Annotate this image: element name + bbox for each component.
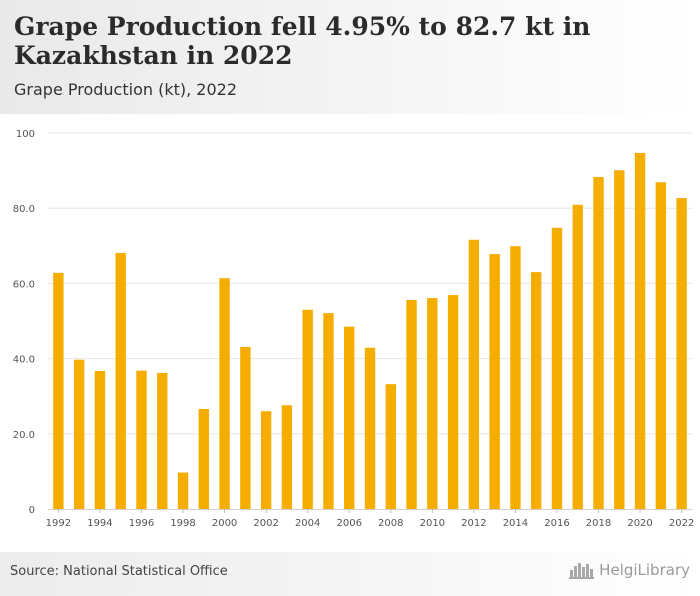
bar-1992[interactable]: [53, 272, 64, 509]
bar-2001[interactable]: [240, 346, 251, 509]
bar-2002[interactable]: [260, 411, 272, 509]
bar-2013[interactable]: [489, 254, 500, 509]
bar-2014[interactable]: [510, 246, 521, 509]
x-tick-label: 1994: [87, 518, 112, 529]
chart-area: 0 20.0 40.0 60.0 80.0 100 1992 1994 1996 1998 200…: [0, 114, 700, 544]
bar-2003[interactable]: [281, 405, 293, 509]
bar-2007[interactable]: [364, 347, 376, 509]
x-tick-label: 2010: [420, 518, 445, 529]
y-tick-label: 60.0: [13, 279, 35, 290]
bar-2022[interactable]: [676, 198, 687, 509]
bar-2000[interactable]: [219, 278, 230, 509]
bar-2005[interactable]: [323, 313, 334, 509]
y-tick-label: 100: [16, 129, 35, 140]
x-tick-label: 1998: [170, 518, 195, 529]
x-tick-label: 1996: [129, 518, 154, 529]
y-axis-ticks: 0 20.0 40.0 60.0 80.0 100: [13, 129, 35, 516]
bar-2020[interactable]: [634, 152, 646, 509]
bar-2019[interactable]: [614, 170, 625, 509]
bar-2012[interactable]: [468, 239, 480, 509]
brand-logo[interactable]: HelgiLibrary: [569, 561, 690, 579]
x-tick-label: 2018: [586, 518, 611, 529]
bar-1993[interactable]: [73, 359, 85, 509]
bar-1997[interactable]: [157, 372, 168, 509]
y-tick-label: 20.0: [13, 430, 35, 441]
bar-2016[interactable]: [551, 227, 563, 509]
x-tick-label: 2012: [461, 518, 486, 529]
x-axis-ticks: 1992 1994 1996 1998 2000 2002 2004 2006 2008 2010…: [46, 509, 694, 529]
x-tick-label: 1992: [46, 518, 71, 529]
x-tick-label: 2006: [336, 518, 361, 529]
x-tick-label: 2008: [378, 518, 403, 529]
grid-lines: [48, 132, 692, 510]
bars: [53, 152, 687, 510]
bar-1995[interactable]: [115, 252, 126, 509]
footer: Source: National Statistical Office Helg…: [0, 552, 700, 596]
bar-2021[interactable]: [655, 182, 667, 510]
bar-2017[interactable]: [572, 204, 583, 509]
x-tick-label: 2004: [295, 518, 320, 529]
bar-2004[interactable]: [302, 309, 313, 509]
y-tick-label: 80.0: [13, 204, 35, 215]
header: Grape Production fell 4.95% to 82.7 kt i…: [0, 0, 700, 114]
bar-2011[interactable]: [447, 295, 459, 509]
bar-2015[interactable]: [531, 272, 542, 509]
page-title: Grape Production fell 4.95% to 82.7 kt i…: [14, 12, 591, 70]
bar-2008[interactable]: [385, 384, 396, 509]
bar-1996[interactable]: [136, 370, 147, 509]
skyline-icon: [569, 563, 595, 579]
y-tick-label: 40.0: [13, 355, 35, 366]
y-tick-label: 0: [29, 505, 35, 516]
chart-subtitle: Grape Production (kt), 2022: [14, 80, 237, 99]
x-tick-label: 2014: [503, 518, 528, 529]
bar-1998[interactable]: [177, 472, 189, 509]
brand-name: HelgiLibrary: [599, 561, 690, 579]
x-tick-label: 2022: [669, 518, 694, 529]
bar-1999[interactable]: [198, 408, 209, 509]
x-tick-label: 2002: [253, 518, 278, 529]
x-tick-label: 2016: [544, 518, 569, 529]
bar-2010[interactable]: [427, 298, 438, 509]
bar-2006[interactable]: [344, 326, 355, 509]
x-tick-label: 2000: [212, 518, 237, 529]
x-tick-label: 2020: [627, 518, 652, 529]
bar-1994[interactable]: [94, 371, 106, 509]
bar-2009[interactable]: [406, 299, 417, 509]
bar-chart: 0 20.0 40.0 60.0 80.0 100 1992 1994 1996 1998 200…: [13, 129, 695, 529]
source-note: Source: National Statistical Office: [10, 564, 228, 579]
bar-2018[interactable]: [593, 176, 604, 509]
